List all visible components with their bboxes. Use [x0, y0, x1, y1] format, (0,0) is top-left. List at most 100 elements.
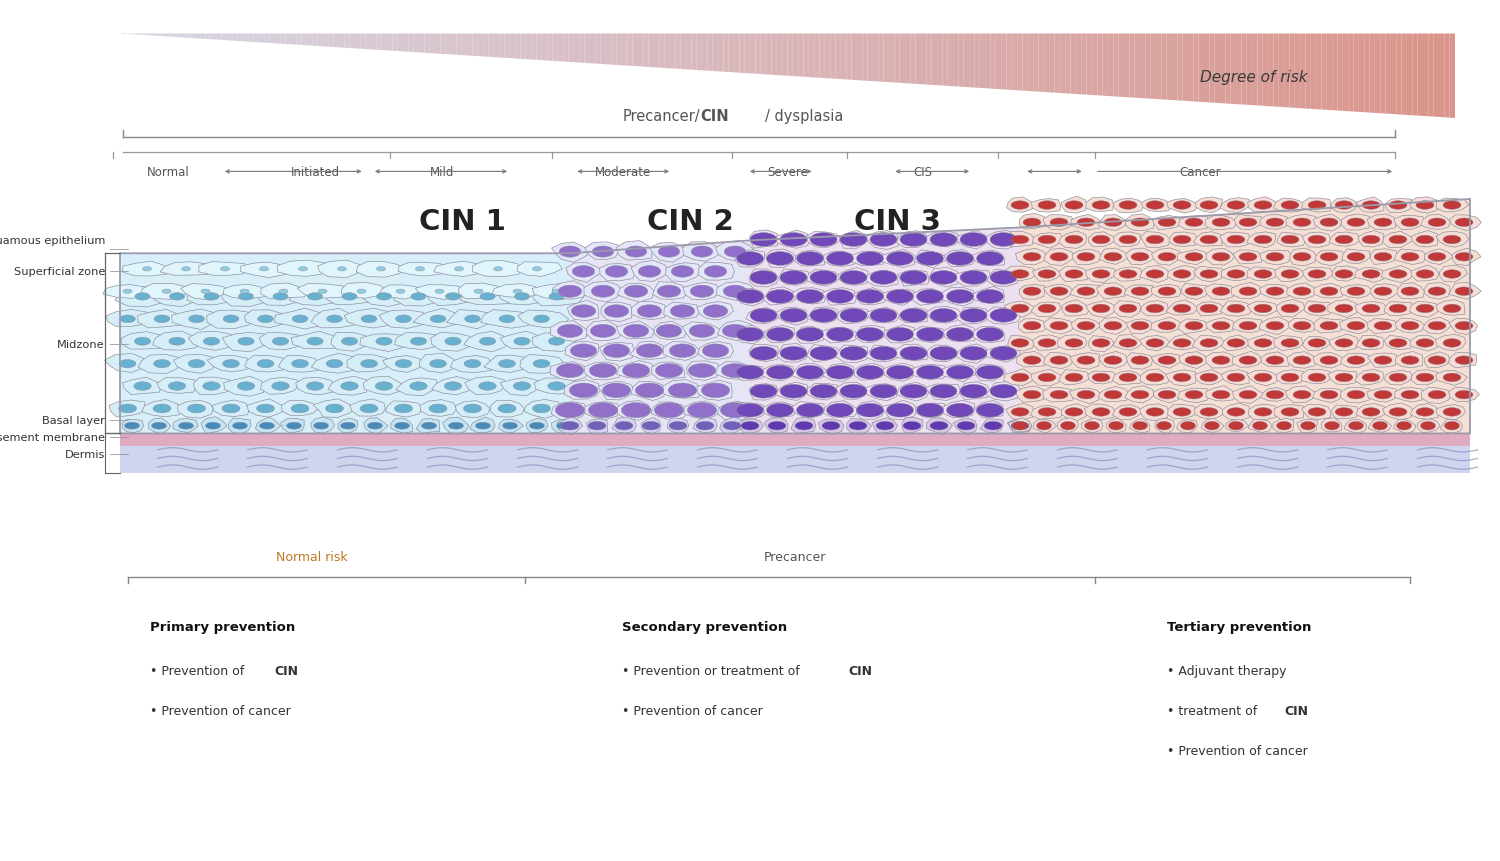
Ellipse shape: [162, 290, 171, 294]
Polygon shape: [1260, 388, 1290, 402]
Ellipse shape: [722, 364, 748, 378]
Polygon shape: [1342, 250, 1370, 264]
Polygon shape: [148, 418, 171, 434]
Polygon shape: [1371, 250, 1398, 265]
Polygon shape: [1436, 371, 1467, 386]
Ellipse shape: [636, 384, 663, 398]
Ellipse shape: [182, 268, 190, 272]
Polygon shape: [927, 418, 952, 435]
Polygon shape: [1368, 354, 1398, 368]
Polygon shape: [122, 262, 170, 276]
Polygon shape: [1302, 232, 1330, 248]
Ellipse shape: [1146, 201, 1164, 210]
Polygon shape: [579, 34, 585, 64]
Ellipse shape: [810, 385, 837, 399]
Polygon shape: [1257, 34, 1263, 107]
Polygon shape: [976, 401, 1004, 418]
Polygon shape: [494, 34, 500, 59]
Polygon shape: [1167, 34, 1172, 101]
Ellipse shape: [638, 306, 662, 318]
Polygon shape: [1233, 251, 1262, 264]
Ellipse shape: [1185, 219, 1203, 227]
Bar: [120, 434, 1470, 446]
Polygon shape: [366, 34, 370, 50]
Polygon shape: [974, 327, 1005, 343]
Ellipse shape: [1347, 322, 1365, 331]
Ellipse shape: [976, 404, 1004, 418]
Ellipse shape: [548, 382, 566, 391]
Ellipse shape: [135, 338, 150, 346]
Polygon shape: [746, 308, 782, 324]
Ellipse shape: [795, 422, 813, 430]
Text: Severe: Severe: [766, 165, 808, 179]
Polygon shape: [224, 377, 264, 397]
Polygon shape: [1268, 34, 1274, 108]
Ellipse shape: [1281, 374, 1299, 382]
Ellipse shape: [604, 306, 628, 318]
Polygon shape: [882, 400, 918, 420]
Polygon shape: [1364, 34, 1370, 114]
Polygon shape: [1071, 319, 1101, 335]
Polygon shape: [692, 34, 696, 71]
Ellipse shape: [1104, 219, 1122, 227]
Polygon shape: [465, 377, 506, 395]
Polygon shape: [1248, 405, 1276, 420]
Text: Basement membrane: Basement membrane: [0, 432, 105, 443]
Ellipse shape: [1131, 356, 1149, 365]
Polygon shape: [698, 342, 734, 360]
Polygon shape: [1395, 250, 1426, 265]
Polygon shape: [912, 289, 944, 306]
Polygon shape: [243, 34, 248, 42]
Polygon shape: [1354, 269, 1388, 283]
Polygon shape: [1089, 232, 1118, 247]
Polygon shape: [1248, 197, 1280, 213]
Polygon shape: [184, 34, 189, 39]
Ellipse shape: [591, 325, 615, 338]
Ellipse shape: [1185, 288, 1203, 296]
Polygon shape: [1434, 34, 1438, 118]
Ellipse shape: [856, 366, 883, 380]
Polygon shape: [1142, 199, 1172, 213]
Ellipse shape: [960, 347, 987, 361]
Polygon shape: [1178, 251, 1209, 265]
Ellipse shape: [306, 382, 324, 391]
Ellipse shape: [1119, 374, 1137, 382]
Ellipse shape: [1396, 422, 1411, 430]
Ellipse shape: [134, 382, 152, 391]
Ellipse shape: [1158, 356, 1176, 365]
Polygon shape: [296, 378, 336, 395]
Polygon shape: [261, 378, 299, 395]
Ellipse shape: [292, 316, 308, 323]
Ellipse shape: [376, 268, 386, 272]
Polygon shape: [1008, 336, 1035, 351]
Ellipse shape: [1443, 305, 1461, 313]
Polygon shape: [867, 232, 898, 251]
Polygon shape: [189, 34, 195, 39]
Ellipse shape: [1362, 305, 1380, 313]
Ellipse shape: [1293, 219, 1311, 227]
Text: • Prevention of: • Prevention of: [150, 665, 249, 678]
Polygon shape: [1100, 249, 1130, 265]
Ellipse shape: [702, 344, 729, 358]
Polygon shape: [141, 284, 194, 300]
Ellipse shape: [766, 328, 794, 342]
Polygon shape: [1420, 215, 1450, 230]
Polygon shape: [255, 418, 280, 434]
Ellipse shape: [1239, 288, 1257, 296]
Polygon shape: [1206, 249, 1234, 266]
Ellipse shape: [704, 266, 728, 278]
Ellipse shape: [1266, 322, 1284, 331]
Polygon shape: [136, 34, 141, 36]
Polygon shape: [1209, 34, 1215, 103]
Ellipse shape: [1252, 422, 1268, 430]
Polygon shape: [386, 401, 423, 418]
Polygon shape: [882, 251, 916, 268]
Ellipse shape: [1320, 253, 1338, 262]
Text: Precancer: Precancer: [764, 550, 826, 563]
Ellipse shape: [327, 316, 342, 323]
Text: Primary prevention: Primary prevention: [150, 620, 296, 633]
Polygon shape: [944, 401, 975, 418]
Ellipse shape: [1173, 236, 1191, 245]
Polygon shape: [552, 34, 558, 62]
Ellipse shape: [1185, 253, 1203, 262]
